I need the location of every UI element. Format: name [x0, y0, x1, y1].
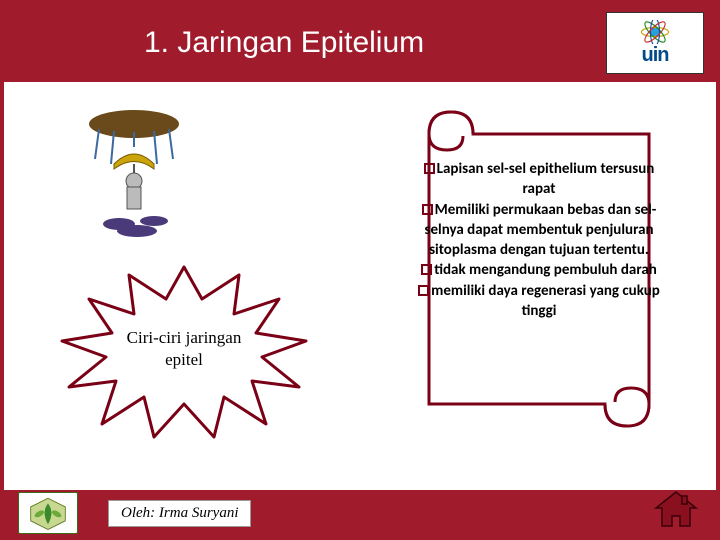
bullet-icon — [424, 163, 435, 174]
bullet-icon — [418, 285, 429, 296]
footer-bar: Oleh: Irma Suryani — [4, 490, 716, 536]
scroll-content: Lapisan sel-sel epithelium tersusun rapa… — [417, 159, 661, 321]
starburst-callout: Ciri-ciri jaringan epitel — [54, 259, 314, 439]
scroll-item-2: tidak mengandung pembuluh darah — [434, 261, 657, 279]
author-label: Oleh: Irma Suryani — [108, 500, 251, 527]
header-bar: 1. Jaringan Epitelium uin — [4, 4, 716, 82]
scroll-item-3: memiliki daya regenerasi yang cukup ting… — [431, 282, 660, 320]
starburst-line2: epitel — [165, 350, 203, 369]
scroll-item-0: Lapisan sel-sel epithelium tersusun rapa… — [437, 160, 655, 198]
scroll-panel: Lapisan sel-sel epithelium tersusun rapa… — [389, 104, 689, 444]
page-title: 1. Jaringan Epitelium — [144, 26, 424, 60]
starburst-text: Ciri-ciri jaringan epitel — [127, 327, 242, 371]
uin-logo: uin — [606, 12, 704, 74]
bullet-icon — [421, 264, 432, 275]
scroll-item-1: Memiliki permukaan bebas dan sel-selnya … — [424, 201, 656, 260]
home-icon — [654, 490, 698, 530]
home-button[interactable] — [654, 490, 698, 530]
logo-text: uin — [642, 44, 669, 67]
slide-frame: 1. Jaringan Epitelium uin — [0, 0, 720, 540]
footer-emblem — [18, 492, 78, 534]
bullet-icon — [422, 204, 433, 215]
starburst-line1: Ciri-ciri jaringan — [127, 328, 242, 347]
rain-illustration — [59, 99, 209, 239]
globe-icon — [638, 20, 672, 44]
